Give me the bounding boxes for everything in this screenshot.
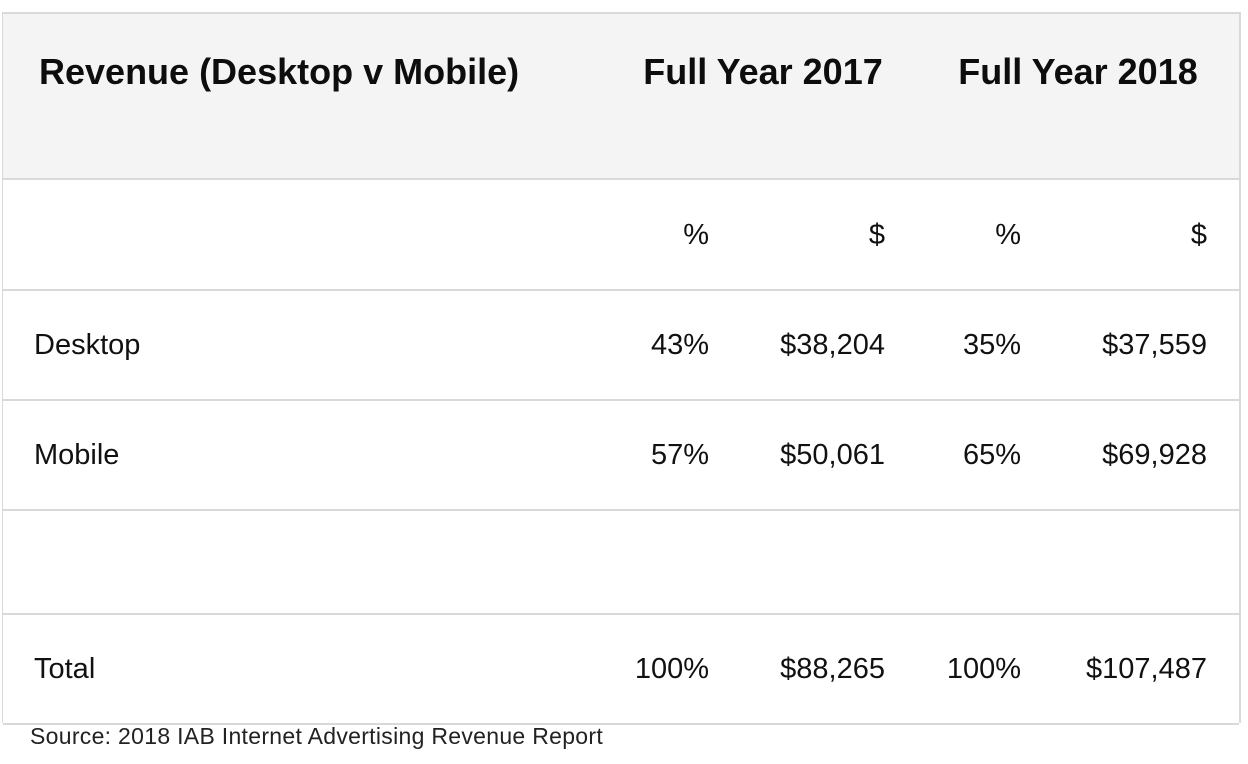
desktop-percent-2018: 35% [962,329,1021,361]
desktop-revenue-2017: $38,204 [780,329,885,361]
table-row-total: Total 100% $88,265 100% $107,487 [3,615,1239,725]
revenue-table: Revenue (Desktop v Mobile) Full Year 201… [2,12,1241,725]
total-percent-2018: 100% [946,653,1021,685]
total-revenue-2018: $107,487 [1086,653,1207,685]
table-header-row: Revenue (Desktop v Mobile) Full Year 201… [3,14,1239,180]
mobile-percent-2017: 57% [650,439,709,471]
table-unit-row: % $ % $ [3,180,1239,291]
desktop-percent-2017: 43% [650,329,709,361]
source-note: Source: 2018 IAB Internet Advertising Re… [30,723,604,749]
desktop-revenue-2018: $37,559 [1102,329,1207,361]
unit-dollar-2018: $ [1190,218,1207,251]
row-label-total: Total [34,653,96,685]
row-label-desktop: Desktop [34,329,141,361]
table-row-mobile: Mobile 57% $50,061 65% $69,928 [3,401,1239,511]
row-label-mobile: Mobile [34,439,120,471]
mobile-percent-2018: 65% [962,439,1021,471]
unit-dollar-2017: $ [868,218,885,251]
mobile-revenue-2018: $69,928 [1102,439,1207,471]
total-percent-2017: 100% [634,653,709,685]
header-revenue-label: Revenue (Desktop v Mobile) [39,51,520,92]
unit-percent-2018: % [995,218,1021,251]
total-revenue-2017: $88,265 [780,653,885,685]
header-full-year-2018: Full Year 2018 [958,51,1198,92]
mobile-revenue-2017: $50,061 [780,439,885,471]
table-row-empty [3,511,1239,615]
unit-percent-2017: % [683,218,709,251]
header-full-year-2017: Full Year 2017 [643,51,883,92]
table-row-desktop: Desktop 43% $38,204 35% $37,559 [3,291,1239,401]
